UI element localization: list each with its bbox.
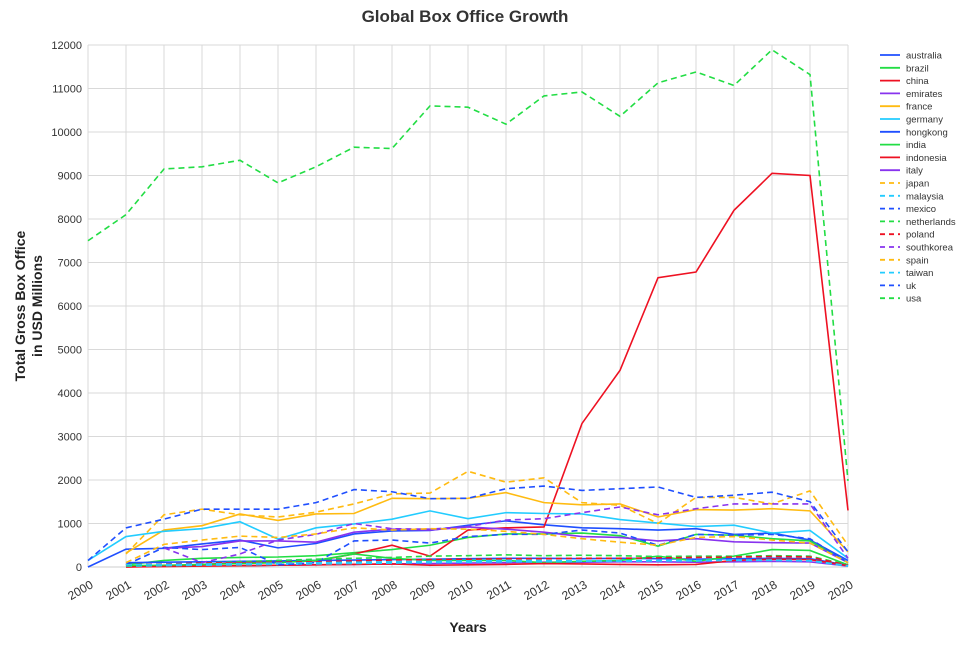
legend-label-france: france bbox=[906, 102, 932, 113]
y-tick-label: 12000 bbox=[51, 40, 82, 52]
x-tick-label: 2013 bbox=[559, 577, 589, 603]
series-line-usa bbox=[87, 48, 849, 481]
x-tick-label: 2005 bbox=[255, 577, 285, 603]
legend-label-germany: germany bbox=[906, 115, 943, 126]
y-tick-label: 9000 bbox=[58, 171, 82, 183]
x-tick-label: 2007 bbox=[331, 577, 361, 603]
legend-label-taiwan: taiwan bbox=[906, 268, 933, 279]
chart-title: Global Box Office Growth bbox=[362, 7, 569, 26]
legend-label-china: china bbox=[906, 76, 929, 87]
x-tick-label: 2004 bbox=[217, 577, 247, 603]
y-tick-label: 2000 bbox=[58, 475, 82, 487]
x-tick-label: 2019 bbox=[787, 577, 817, 603]
legend-label-malaysia: malaysia bbox=[906, 191, 944, 202]
y-tick-label: 5000 bbox=[58, 345, 82, 357]
x-tick-label: 2000 bbox=[65, 577, 95, 603]
series-line-netherlands bbox=[125, 554, 849, 567]
y-tick-label: 0 bbox=[76, 562, 82, 574]
y-tick-label: 6000 bbox=[58, 301, 82, 313]
legend-label-hongkong: hongkong bbox=[906, 127, 948, 138]
legend-label-brazil: brazil bbox=[906, 63, 929, 74]
x-tick-label: 2012 bbox=[521, 577, 551, 603]
legend-label-usa: usa bbox=[906, 294, 922, 305]
x-tick-label: 2008 bbox=[369, 577, 399, 603]
series-line-china bbox=[125, 172, 849, 568]
x-tick-label: 2016 bbox=[673, 577, 703, 603]
x-tick-label: 2010 bbox=[445, 577, 475, 603]
series-line-poland bbox=[125, 555, 849, 567]
legend-label-australia: australia bbox=[906, 51, 943, 62]
legend-label-netherlands: netherlands bbox=[906, 217, 956, 228]
x-tick-label: 2017 bbox=[711, 577, 741, 603]
legend-label-indonesia: indonesia bbox=[906, 153, 947, 164]
legend-label-southkorea: southkorea bbox=[906, 243, 954, 254]
series-line-taiwan bbox=[125, 559, 849, 567]
series-line-germany bbox=[87, 510, 849, 562]
series-line-spain bbox=[125, 527, 849, 564]
legend-label-mexico: mexico bbox=[906, 204, 936, 215]
x-tick-label: 2020 bbox=[825, 577, 855, 603]
legend-label-poland: poland bbox=[906, 230, 935, 241]
legend-label-emirates: emirates bbox=[906, 89, 943, 100]
y-tick-label: 1000 bbox=[58, 519, 82, 531]
series-line-italy bbox=[163, 526, 849, 564]
legend-label-japan: japan bbox=[905, 179, 929, 190]
series-line-france bbox=[125, 491, 849, 554]
series-line-southkorea bbox=[163, 503, 849, 564]
legend-label-italy: italy bbox=[906, 166, 923, 177]
x-tick-label: 2014 bbox=[597, 577, 627, 603]
x-tick-label: 2015 bbox=[635, 577, 665, 603]
y-tick-label: 11000 bbox=[52, 84, 82, 96]
y-tick-label: 7000 bbox=[58, 258, 82, 270]
y-axis-label-line1: Total Gross Box Office bbox=[12, 230, 28, 381]
legend-label-spain: spain bbox=[906, 255, 929, 266]
series-line-uk bbox=[87, 485, 849, 562]
x-tick-label: 2011 bbox=[484, 577, 514, 602]
legend-label-india: india bbox=[906, 140, 927, 151]
x-axis-label: Years bbox=[449, 619, 487, 635]
legend-label-uk: uk bbox=[906, 281, 916, 292]
y-tick-label: 8000 bbox=[58, 214, 82, 226]
y-tick-label: 4000 bbox=[58, 388, 82, 400]
x-tick-label: 2018 bbox=[749, 577, 779, 603]
x-tick-label: 2009 bbox=[407, 577, 437, 603]
y-tick-label: 10000 bbox=[51, 127, 82, 139]
x-tick-label: 2002 bbox=[141, 577, 171, 603]
series-line-australia bbox=[87, 520, 849, 568]
x-tick-label: 2006 bbox=[293, 577, 323, 603]
x-tick-label: 2003 bbox=[179, 577, 209, 603]
y-axis-label-line2: in USD Millions bbox=[29, 255, 45, 357]
y-tick-label: 3000 bbox=[58, 432, 82, 444]
x-tick-label: 2001 bbox=[103, 577, 133, 603]
series-line-mexico bbox=[125, 529, 849, 566]
